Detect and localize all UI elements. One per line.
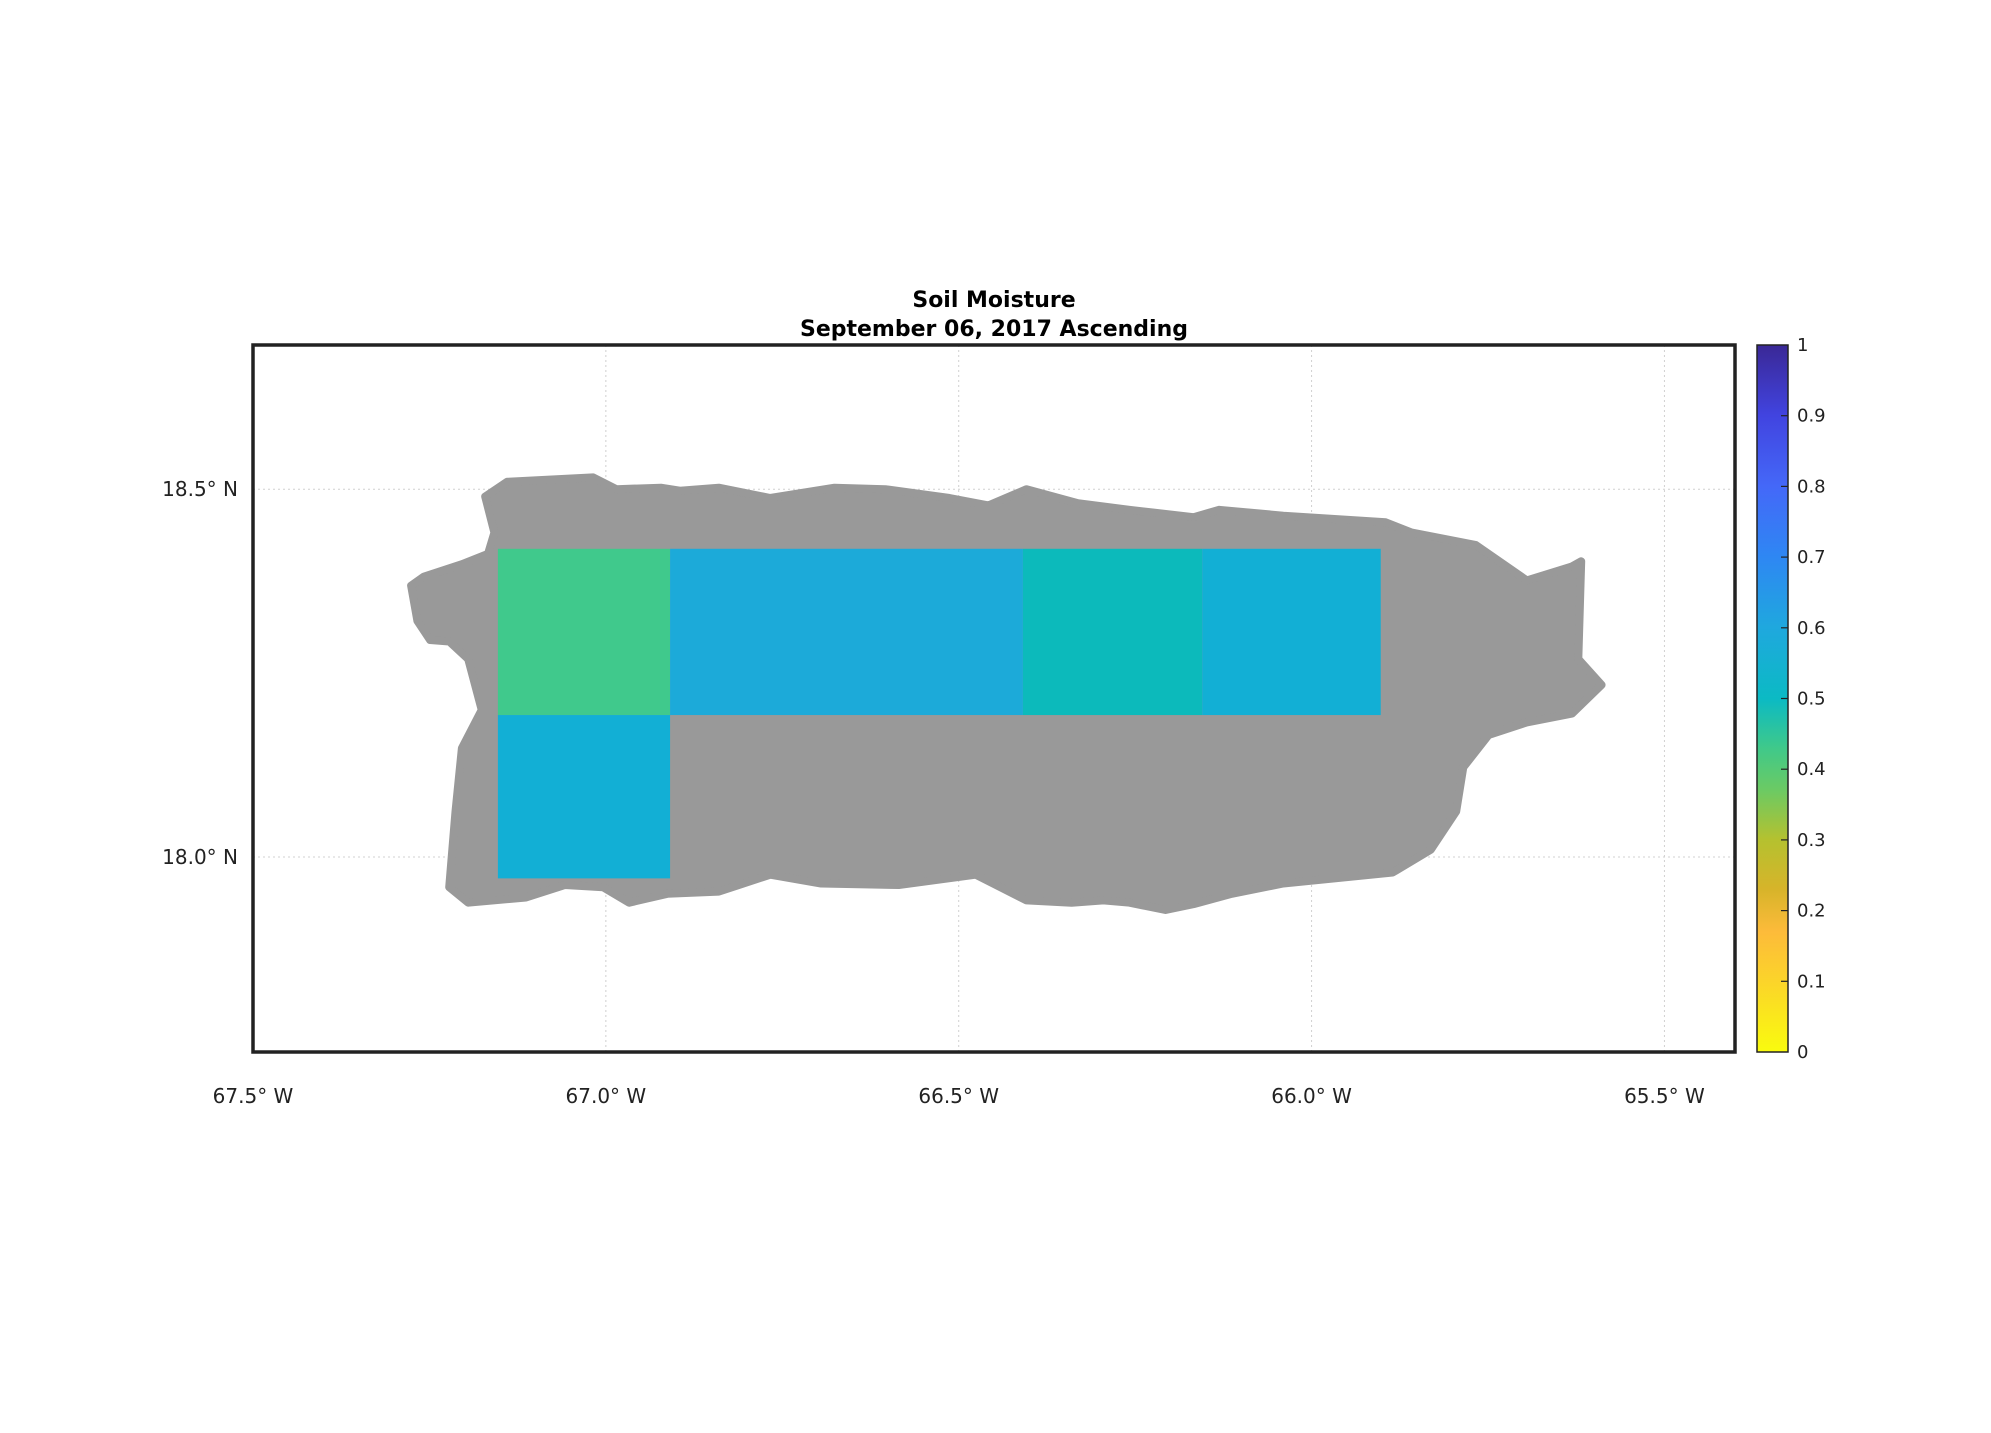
- colorbar-tick-label: 0: [1797, 1042, 1808, 1063]
- soil-moisture-cell: [1022, 548, 1203, 716]
- x-tick-label: 67.0° W: [566, 1084, 647, 1108]
- soil-moisture-cell: [497, 548, 671, 716]
- chart-title: Soil Moisture: [912, 288, 1075, 313]
- colorbar-ticks: 0 0.1 0.2 0.3 0.4 0.5 0.6 0.7 0.8 0.9 1: [1781, 335, 1826, 1063]
- plot-frame: [251, 343, 1737, 1054]
- x-tick-label: 66.5° W: [918, 1084, 999, 1108]
- colorbar-tick-label: 0.6: [1797, 618, 1826, 639]
- colorbar-tick-label: 0.7: [1797, 547, 1826, 568]
- colorbar-tick-label: 0.4: [1797, 759, 1826, 780]
- colorbar-tick-label: 1: [1797, 335, 1808, 356]
- x-tick-label: 65.5° W: [1624, 1084, 1705, 1108]
- colorbar-tick-label: 0.5: [1797, 689, 1826, 710]
- data-cells: [497, 548, 1381, 879]
- colorbar-tick-label: 0.1: [1797, 971, 1826, 992]
- soil-moisture-cell: [670, 548, 1023, 716]
- soil-moisture-cell: [1202, 548, 1381, 716]
- colorbar-tick-label: 0.9: [1797, 406, 1826, 427]
- y-tick-label: 18.5° N: [162, 477, 238, 501]
- colorbar: 0 0.1 0.2 0.3 0.4 0.5 0.6 0.7 0.8 0.9 1: [1756, 335, 1826, 1063]
- soil-moisture-cell: [497, 715, 671, 879]
- colorbar-tick-label: 0.2: [1797, 901, 1826, 922]
- colorbar-tick-label: 0.8: [1797, 476, 1826, 497]
- x-tick-label: 67.5° W: [213, 1084, 294, 1108]
- chart-subtitle: September 06, 2017 Ascending: [800, 317, 1188, 342]
- x-axis-ticks: 67.5° W 67.0° W 66.5° W 66.0° W 65.5° W: [213, 1084, 1705, 1108]
- colorbar-tick-label: 0.3: [1797, 830, 1826, 851]
- y-axis-ticks: 18.5° N 18.0° N: [162, 477, 238, 869]
- y-tick-label: 18.0° N: [162, 845, 238, 869]
- x-tick-label: 66.0° W: [1271, 1084, 1352, 1108]
